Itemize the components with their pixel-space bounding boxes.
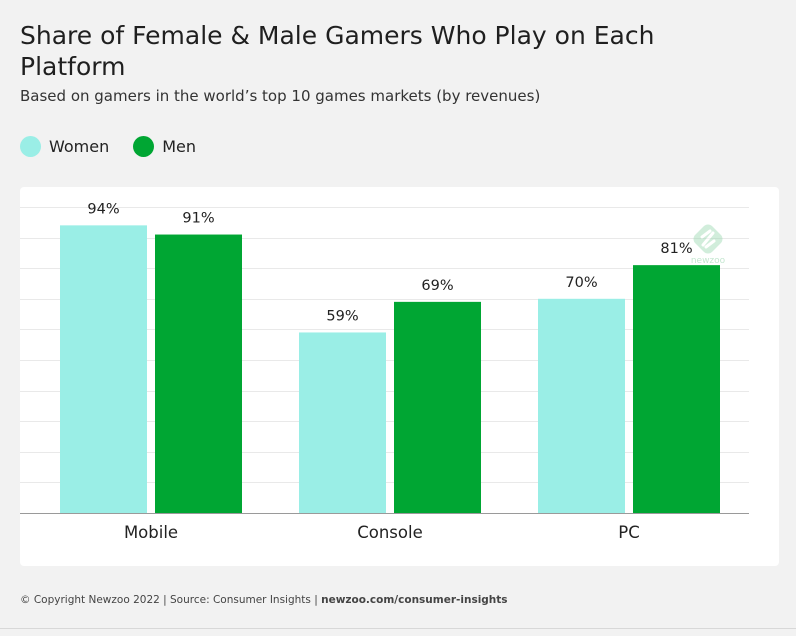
legend: Women Men — [20, 136, 196, 157]
data-label: 91% — [182, 211, 214, 227]
footer-copyright: © Copyright Newzoo 2022 | Source: Consum… — [20, 594, 322, 606]
bar-women-mobile — [60, 225, 147, 514]
data-label: 59% — [326, 308, 358, 324]
x-tick-label: Console — [357, 523, 423, 542]
footer: © Copyright Newzoo 2022 | Source: Consum… — [20, 594, 508, 606]
data-label: 69% — [421, 278, 453, 294]
bar-chart: newzoo 94% 91% Mobile 59% 69% Console 70% 81% PC — [20, 201, 749, 542]
bar-men-mobile — [155, 234, 242, 513]
chart-subtitle: Based on gamers in the world’s top 10 ga… — [20, 87, 541, 105]
legend-item-women: Women — [20, 136, 109, 157]
legend-label-women: Women — [49, 137, 110, 156]
bar-men-console — [394, 301, 481, 513]
watermark-text: newzoo — [691, 256, 726, 266]
footer-link[interactable]: newzoo.com/consumer-insights — [321, 594, 508, 606]
legend-item-men: Men — [133, 136, 196, 157]
bar-men-pc — [633, 265, 720, 513]
chart-card: newzoo 94% 91% Mobile 59% 69% Console 70% 81% PC — [20, 187, 779, 566]
newzoo-logo-icon: newzoo — [691, 224, 726, 266]
bar-women-console — [299, 332, 386, 513]
legend-label-men: Men — [162, 137, 197, 156]
x-tick-label: PC — [618, 523, 639, 542]
data-label: 81% — [660, 241, 692, 257]
chart-title: Share of Female & Male Gamers Who Play o… — [20, 21, 655, 81]
x-tick-label: Mobile — [124, 523, 178, 542]
data-label: 94% — [87, 201, 119, 217]
legend-swatch-men — [133, 136, 155, 157]
legend-swatch-women — [20, 136, 41, 157]
bar-women-pc — [538, 298, 625, 513]
data-label: 70% — [565, 275, 597, 291]
bottom-divider — [0, 628, 796, 629]
